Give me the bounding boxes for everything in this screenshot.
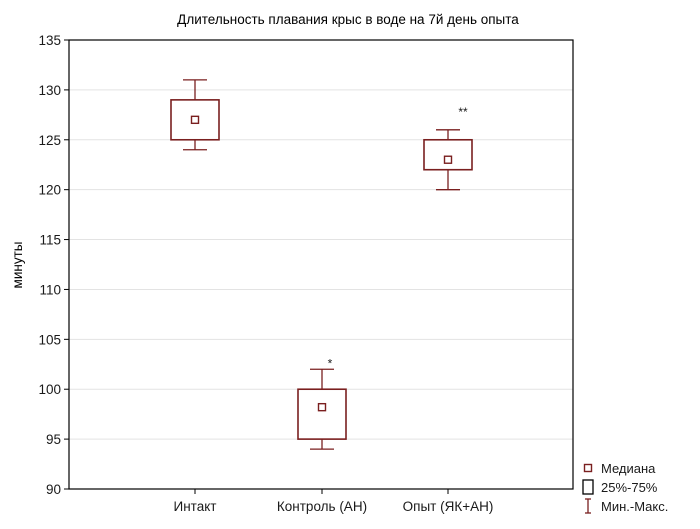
y-tick-label: 100 <box>38 382 61 397</box>
significance-annotation: * <box>328 356 333 370</box>
y-tick-label: 110 <box>39 282 61 297</box>
x-tick-label: Опыт (ЯК+АН) <box>403 499 494 514</box>
plot-frame <box>68 39 574 490</box>
y-tick-label: 105 <box>38 332 61 347</box>
legend-label: 25%-75% <box>601 480 658 495</box>
iqr-box <box>170 99 220 141</box>
chart-title: Длительность плавания крыс в воде на 7й … <box>177 12 519 27</box>
legend-item-median: Медиана <box>583 461 656 476</box>
legend-label: Медиана <box>601 461 656 476</box>
y-tick-label: 135 <box>38 33 61 48</box>
legend: Медиана 25%-75% Мин.-Макс. <box>582 461 668 514</box>
median-marker <box>190 115 200 125</box>
box-group: ** <box>423 105 473 191</box>
plot-background <box>69 40 573 489</box>
median-marker <box>443 155 453 164</box>
x-tick-label: Контроль (АН) <box>277 499 367 514</box>
legend-median-icon <box>583 463 593 473</box>
x-tick-label: Интакт <box>174 499 217 514</box>
y-axis-label: минуты <box>10 242 25 289</box>
significance-annotation: ** <box>458 105 468 119</box>
median-marker <box>317 402 327 412</box>
y-tick-label: 120 <box>38 183 61 198</box>
legend-label: Мин.-Макс. <box>601 499 668 514</box>
legend-item-whisker: Мин.-Макс. <box>585 498 668 514</box>
box-group: * <box>297 356 347 450</box>
legend-item-box: 25%-75% <box>582 479 658 495</box>
y-tick-label: 125 <box>38 133 61 148</box>
y-tick-label: 115 <box>39 233 61 248</box>
iqr-box <box>423 138 473 171</box>
box-group <box>170 79 220 151</box>
y-tick-label: 95 <box>46 432 61 447</box>
y-tick-label: 90 <box>46 482 61 497</box>
plot-area: 90 95 100 105 110 115 120 125 130 135 Интакт * Контр… <box>38 33 574 514</box>
legend-box-icon <box>582 479 594 495</box>
y-tick-label: 130 <box>38 83 61 98</box>
iqr-box <box>297 388 347 440</box>
